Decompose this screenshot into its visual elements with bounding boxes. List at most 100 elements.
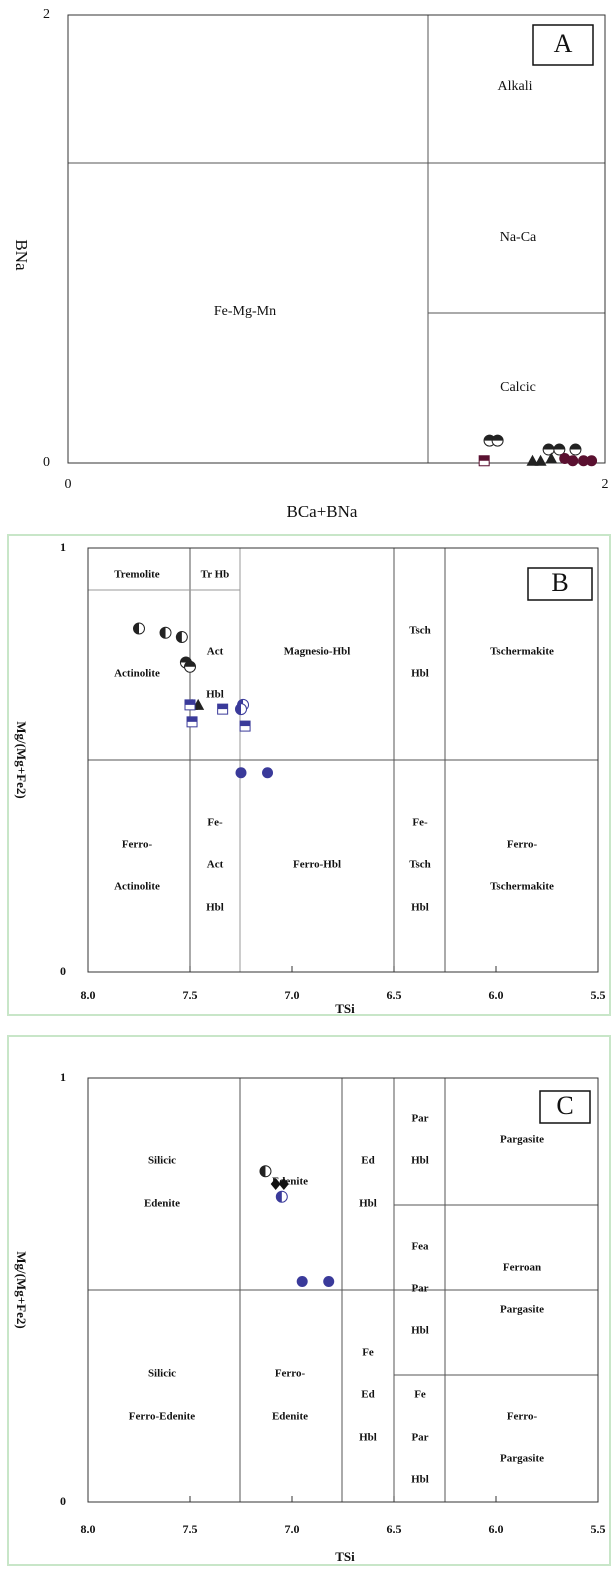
region-label: Hbl <box>359 1432 377 1444</box>
panel-label: A <box>554 29 573 58</box>
marker-shape <box>479 455 490 461</box>
y-tick-label: 0 <box>43 455 50 470</box>
data-point <box>478 455 490 467</box>
x-axis-title: TSi <box>335 1549 355 1564</box>
x-axis-title: TSi <box>335 1001 355 1016</box>
marker-shape <box>217 704 228 710</box>
data-point <box>133 622 145 635</box>
y-axis-title: Mg/(Mg+Fe2) <box>14 1251 29 1328</box>
data-point <box>186 716 198 728</box>
region-label: Actinolite <box>114 881 160 893</box>
data-point <box>542 443 555 456</box>
region-label: Ferro- <box>507 1411 538 1423</box>
marker-shape <box>296 1276 308 1288</box>
panel-label: B <box>551 568 568 597</box>
data-point <box>270 1178 281 1190</box>
y-axis-title: BNa <box>12 239 31 271</box>
x-tick-label: 6.5 <box>387 1522 402 1536</box>
x-tick-label: 7.0 <box>285 988 300 1002</box>
data-point <box>184 699 196 711</box>
region-label: Ferro-Edenite <box>129 1411 196 1423</box>
marker-shape <box>543 444 555 450</box>
region-label: Fe <box>414 1389 426 1401</box>
region-label: Hbl <box>411 1474 429 1486</box>
data-point <box>491 434 504 447</box>
region-label: Tremolite <box>114 569 160 581</box>
x-tick-label: 6.0 <box>489 988 504 1002</box>
region-label: Fe- <box>412 817 428 829</box>
region-label: Actinolite <box>114 668 160 680</box>
marker-shape <box>534 454 547 466</box>
region-label: Ferroan <box>503 1262 541 1274</box>
region-label: Hbl <box>411 1325 429 1337</box>
marker-shape <box>184 661 196 667</box>
marker-shape <box>278 1178 289 1190</box>
region-label: Ferro- <box>507 839 538 851</box>
marker-shape <box>259 1165 266 1177</box>
x-axis-title: BCa+BNa <box>287 502 358 521</box>
data-point <box>259 1165 272 1178</box>
data-point <box>217 703 229 715</box>
region-label: Tsch <box>409 625 431 637</box>
region-label: Ed <box>361 1155 374 1167</box>
data-point <box>526 454 539 466</box>
marker-shape <box>569 444 581 450</box>
marker-shape <box>240 721 251 727</box>
marker-shape <box>187 716 198 722</box>
region-label: Hbl <box>206 902 224 914</box>
y-tick-label: 1 <box>60 540 66 554</box>
x-tick-label: 6.5 <box>387 988 402 1002</box>
region-label: Par <box>411 1432 428 1444</box>
data-point <box>569 443 582 456</box>
region-label: Fea <box>411 1241 429 1253</box>
panel-box <box>532 24 594 66</box>
data-point <box>586 455 598 467</box>
plot-frame <box>87 547 599 973</box>
data-point <box>567 455 579 467</box>
panel-label: C <box>556 1091 573 1120</box>
data-point <box>275 1190 288 1203</box>
region-label: Silicic <box>148 1155 176 1167</box>
region-label: Ferro- <box>122 839 153 851</box>
region-label: Na-Ca <box>500 230 537 245</box>
region-label: Silicic <box>148 1368 176 1380</box>
region-label: Ferro-Hbl <box>293 859 341 871</box>
marker-shape <box>176 631 182 643</box>
panel-frame <box>7 1035 611 1566</box>
region-label: Calcic <box>500 380 536 395</box>
region-label: Tsch <box>409 859 431 871</box>
x-tick-label: 7.0 <box>285 1522 300 1536</box>
plot-frame <box>67 14 606 464</box>
region-label: Pargasite <box>500 1304 544 1316</box>
data-point <box>262 767 274 779</box>
region-label: Pargasite <box>500 1134 544 1146</box>
data-point <box>278 1178 289 1190</box>
marker-shape <box>586 455 598 467</box>
region-label: Fe-Mg-Mn <box>214 304 276 319</box>
y-tick-label: 0 <box>60 964 66 978</box>
region-label: Pargasite <box>500 1453 544 1465</box>
region-label: Fe- <box>207 817 223 829</box>
panel-box <box>539 1090 591 1124</box>
marker-shape <box>526 454 539 466</box>
marker-shape <box>235 767 247 779</box>
region-label: Ferro- <box>275 1368 306 1380</box>
region-label: Alkali <box>498 79 533 94</box>
region-label: Act <box>207 859 224 871</box>
marker-shape <box>492 435 504 441</box>
region-label: Par <box>411 1283 428 1295</box>
x-tick-label: 5.5 <box>591 1522 606 1536</box>
region-label: Tschermakite <box>490 646 554 658</box>
data-point <box>159 626 172 639</box>
region-label: Ed <box>361 1389 374 1401</box>
data-point <box>239 720 251 732</box>
data-point <box>323 1276 335 1288</box>
marker-shape <box>270 1178 281 1190</box>
x-tick-label: 2 <box>602 477 609 492</box>
marker-shape <box>553 444 565 450</box>
y-tick-label: 0 <box>60 1494 66 1508</box>
x-tick-label: 5.5 <box>591 988 606 1002</box>
panel-frame <box>7 534 611 1016</box>
region-label: Magnesio-Hbl <box>284 646 351 658</box>
